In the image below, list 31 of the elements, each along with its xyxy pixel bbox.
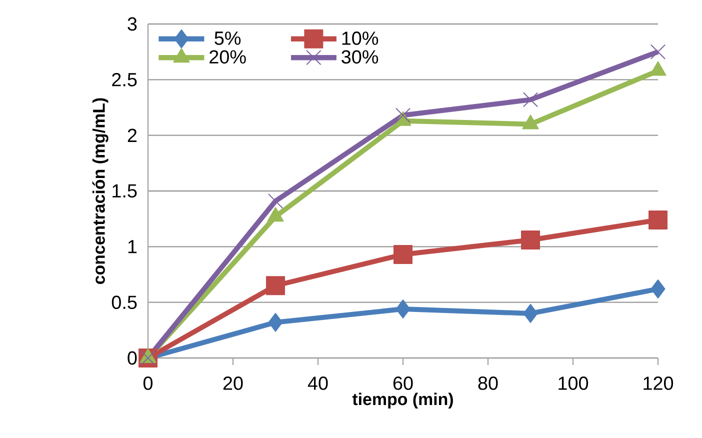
legend-label: 20% — [210, 50, 246, 64]
x-tick-label: 20 — [223, 376, 243, 390]
x-tick-label: 40 — [308, 376, 328, 390]
y-tick-label: 1 — [128, 240, 137, 254]
point — [395, 108, 411, 123]
point — [650, 44, 666, 60]
y-axis-title: concentración (mg/mL) — [92, 98, 108, 284]
x-tick-label: 60 — [393, 376, 413, 390]
y-tick-label: 1.5 — [112, 184, 137, 198]
point — [522, 92, 538, 108]
x-tick-label: 100 — [558, 376, 588, 390]
legend-label: 5% — [214, 32, 241, 45]
point — [523, 304, 538, 323]
point — [650, 279, 666, 298]
point — [268, 312, 283, 332]
point — [521, 230, 540, 250]
y-tick-label: 3 — [128, 17, 137, 31]
x-tick-label: 120 — [644, 376, 674, 390]
point — [394, 244, 413, 264]
x-axis-title: tiempo (min) — [352, 392, 453, 409]
y-tick-label: 2.5 — [112, 72, 137, 86]
point — [396, 300, 410, 319]
y-tick-label: 0.5 — [112, 296, 137, 310]
y-tick-label: 0 — [128, 351, 137, 365]
point — [648, 210, 668, 230]
y-tick-label: 2 — [128, 128, 137, 142]
x-tick-label: 0 — [143, 376, 153, 390]
x-tick-label: 80 — [478, 376, 498, 390]
point — [266, 276, 286, 296]
legend-label: 10% — [342, 32, 378, 45]
legend-label: 30% — [342, 50, 378, 64]
